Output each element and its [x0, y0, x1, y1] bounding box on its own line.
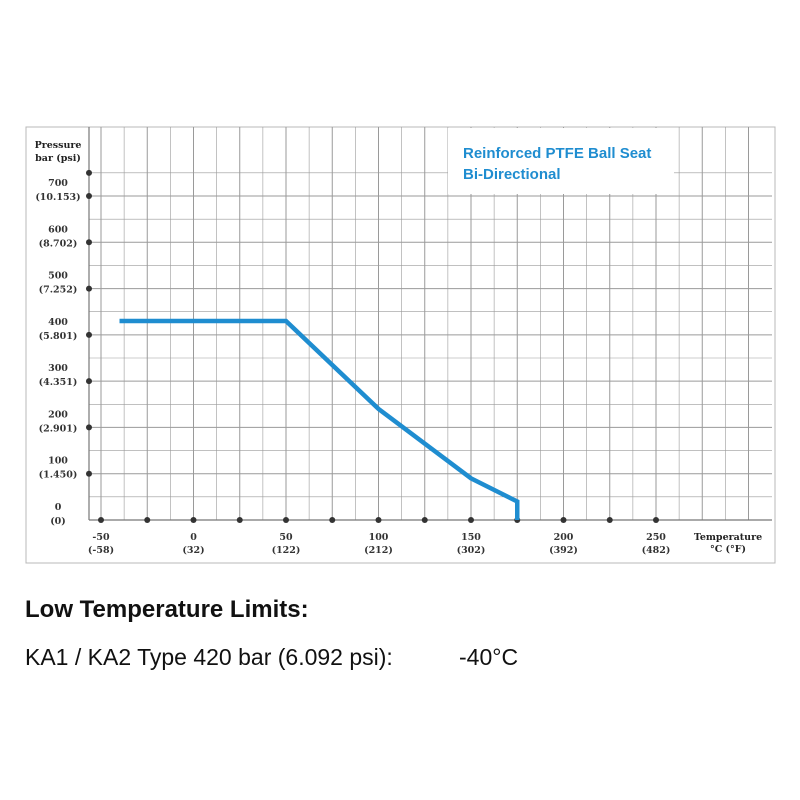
x-tick-label: 50 — [279, 532, 293, 543]
x-tick-sublabel: (32) — [182, 545, 204, 556]
y-tick-sublabel: (10.153) — [35, 192, 80, 203]
x-axis-tick-dot — [144, 517, 151, 523]
x-axis-tick-dot — [236, 517, 243, 523]
x-tick-sublabel: (302) — [457, 545, 486, 556]
x-tick-sublabel: (-58) — [88, 545, 114, 556]
series-line — [119, 318, 520, 520]
y-tick-sublabel: (0) — [50, 516, 66, 527]
x-tick-label: 250 — [646, 532, 666, 543]
x-tick-sublabel: (482) — [642, 545, 671, 556]
chart-title: Bi-Directional — [463, 166, 561, 183]
y-axis-tick-dot — [86, 424, 92, 431]
x-axis-title: °C (°F) — [710, 544, 746, 555]
y-tick-label: 700 — [48, 178, 68, 189]
x-axis-tick-dot — [606, 517, 613, 523]
y-axis-tick-dot — [86, 331, 92, 338]
y-tick-label: 200 — [48, 409, 68, 420]
y-axis-tick-dot — [86, 239, 92, 246]
y-tick-label: 400 — [48, 317, 68, 328]
x-tick-sublabel: (122) — [272, 545, 301, 556]
title-background — [448, 128, 674, 194]
x-axis-tick-dot — [468, 517, 474, 523]
x-axis-tick-dot — [98, 517, 104, 523]
x-tick-label: -50 — [92, 532, 110, 543]
y-tick-sublabel: (4.351) — [39, 377, 78, 388]
x-tick-label: 100 — [369, 532, 389, 543]
low-temperature-heading: Low Temperature Limits: — [25, 596, 309, 623]
y-axis-tick-dot — [86, 378, 92, 385]
chart-frame — [25, 126, 776, 564]
y-tick-sublabel: (7.252) — [39, 285, 78, 296]
chart-title: Reinforced PTFE Ball Seat — [463, 145, 651, 162]
y-tick-sublabel: (5.801) — [39, 331, 78, 342]
y-tick-sublabel: (8.702) — [39, 238, 78, 249]
x-tick-sublabel: (212) — [364, 545, 393, 556]
y-tick-label: 500 — [48, 271, 68, 282]
x-tick-label: 150 — [461, 532, 481, 543]
y-axis-tick-dot — [86, 285, 92, 292]
x-axis-tick-dot — [375, 517, 382, 523]
y-tick-sublabel: (1.450) — [39, 470, 78, 481]
y-tick-label: 300 — [48, 363, 68, 374]
x-axis-tick-dot — [653, 517, 659, 523]
y-axis-tick-dot — [86, 193, 92, 199]
limit-value: -40°C — [459, 644, 519, 670]
x-axis-tick-dot — [283, 517, 289, 523]
y-axis-tick-dot — [86, 169, 92, 176]
y-axis-title: bar (psi) — [35, 153, 81, 164]
x-axis-tick-dot — [329, 517, 336, 523]
x-axis-tick-dot — [421, 517, 428, 523]
pressure-temperature-chart: -50 (-58) 0 (32) 50 (122) 100 (212) 150 (302) 200 (… — [25, 126, 776, 564]
y-axis-tick-dot — [86, 470, 92, 477]
y-axis-title: Pressure — [35, 140, 82, 151]
y-tick-label: 600 — [48, 224, 68, 235]
x-tick-label: 200 — [554, 532, 574, 543]
x-tick-label: 0 — [190, 532, 197, 543]
limit-label: KA1 / KA2 Type 420 bar (6.092 psi): — [25, 644, 393, 670]
x-axis-tick-dot — [560, 517, 567, 523]
x-tick-sublabel: (392) — [549, 545, 578, 556]
x-axis-tick-dot — [190, 517, 197, 523]
y-tick-label: 0 — [55, 502, 62, 513]
x-axis-title: Temperature — [694, 532, 762, 543]
y-tick-sublabel: (2.901) — [39, 423, 78, 434]
y-tick-label: 100 — [48, 456, 68, 467]
